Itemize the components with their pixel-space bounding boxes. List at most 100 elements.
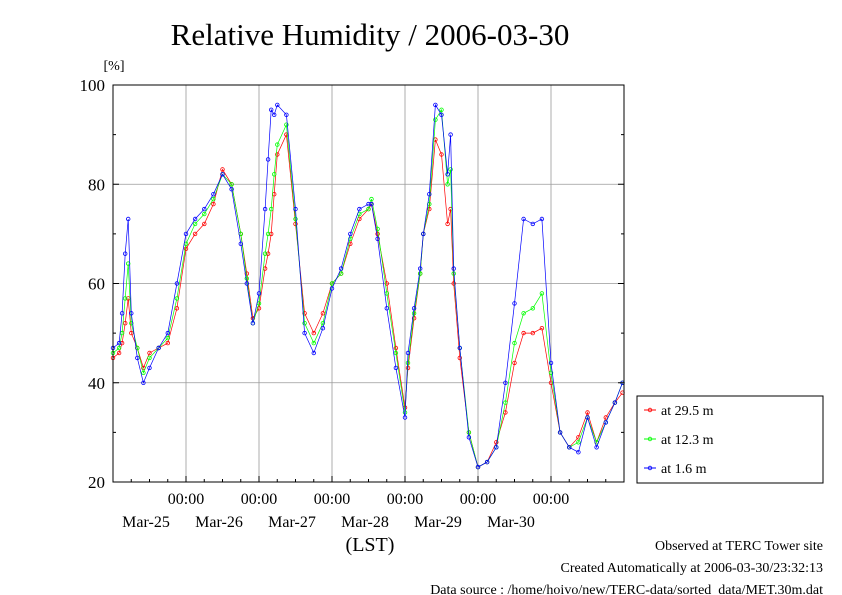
data-point bbox=[439, 107, 444, 112]
data-point bbox=[439, 112, 444, 117]
data-point bbox=[129, 311, 134, 316]
data-point bbox=[411, 311, 417, 316]
data-point bbox=[202, 211, 207, 217]
data-point bbox=[539, 291, 545, 296]
data-point bbox=[202, 206, 207, 212]
data-point bbox=[427, 206, 432, 212]
data-point bbox=[122, 296, 128, 301]
data-point bbox=[357, 206, 362, 212]
data-point bbox=[256, 291, 262, 296]
data-point bbox=[448, 132, 453, 137]
data-point bbox=[320, 326, 326, 331]
data-point bbox=[329, 286, 335, 291]
data-point bbox=[174, 306, 180, 311]
data-point bbox=[603, 420, 608, 425]
data-point bbox=[548, 360, 554, 366]
data-point bbox=[457, 345, 462, 351]
data-point bbox=[165, 330, 170, 336]
data-point bbox=[135, 345, 140, 351]
data-point bbox=[122, 321, 128, 326]
data-point bbox=[530, 306, 535, 311]
data-point bbox=[265, 231, 271, 237]
x-tick-time: 00:00 bbox=[387, 491, 423, 508]
data-point bbox=[338, 266, 344, 271]
data-point bbox=[612, 400, 618, 405]
data-point bbox=[445, 182, 450, 187]
data-point bbox=[451, 281, 456, 286]
data-point bbox=[275, 102, 280, 108]
data-point bbox=[603, 415, 608, 420]
data-point bbox=[494, 440, 499, 445]
data-point bbox=[244, 276, 249, 281]
data-point bbox=[411, 316, 417, 321]
data-point bbox=[348, 231, 353, 237]
data-point bbox=[585, 415, 590, 420]
x-tick-time: 00:00 bbox=[241, 491, 277, 508]
legend-marker bbox=[647, 436, 653, 442]
data-point bbox=[503, 380, 508, 385]
legend-label: at 12.3 m bbox=[661, 433, 714, 448]
data-point bbox=[567, 445, 572, 450]
data-point bbox=[421, 231, 426, 237]
data-point bbox=[311, 350, 316, 356]
legend-box bbox=[636, 395, 824, 484]
data-point bbox=[272, 172, 277, 177]
y-tick-label: 20 bbox=[88, 473, 105, 492]
data-point bbox=[265, 251, 271, 256]
data-point bbox=[262, 251, 268, 256]
data-point bbox=[393, 345, 399, 351]
data-point bbox=[129, 330, 134, 336]
data-point bbox=[211, 196, 216, 202]
x-tick-time: 00:00 bbox=[533, 491, 569, 508]
y-tick-label: 60 bbox=[88, 275, 105, 294]
data-point bbox=[250, 321, 256, 326]
series-layer bbox=[110, 102, 625, 470]
data-point bbox=[135, 355, 140, 361]
data-point bbox=[174, 296, 180, 301]
data-point bbox=[466, 435, 472, 440]
data-point bbox=[530, 221, 535, 227]
data-point bbox=[366, 201, 371, 207]
data-point bbox=[238, 241, 243, 246]
data-point bbox=[211, 201, 216, 207]
x-tick-time: 00:00 bbox=[168, 491, 204, 508]
data-point bbox=[418, 271, 423, 276]
legend-label: at 29.5 m bbox=[661, 404, 714, 419]
data-point bbox=[366, 206, 371, 212]
data-point bbox=[445, 221, 450, 227]
data-point bbox=[183, 246, 189, 251]
data-point bbox=[165, 340, 170, 346]
data-point bbox=[229, 182, 234, 187]
data-point bbox=[147, 355, 152, 361]
data-point bbox=[119, 311, 125, 316]
data-point bbox=[302, 321, 307, 326]
data-point bbox=[503, 400, 508, 405]
y-tick-label: 80 bbox=[88, 175, 105, 194]
legend-marker bbox=[647, 407, 653, 413]
series-2 bbox=[110, 102, 625, 470]
data-point bbox=[229, 186, 234, 192]
data-point bbox=[211, 191, 216, 197]
data-point bbox=[220, 172, 225, 177]
y-tick-label: 40 bbox=[88, 374, 105, 393]
data-point bbox=[165, 335, 170, 341]
data-point bbox=[141, 380, 146, 385]
footer-created: Created Automatically at 2006-03-30/23:3… bbox=[561, 561, 823, 576]
grid bbox=[113, 85, 624, 482]
data-point bbox=[445, 172, 450, 177]
data-point bbox=[384, 306, 389, 311]
data-point bbox=[512, 340, 517, 346]
series-line bbox=[112, 108, 623, 468]
data-point bbox=[156, 345, 161, 351]
data-point bbox=[338, 271, 344, 276]
footer-source: Data source : /home/hoivo/new/TERC-data/… bbox=[430, 583, 823, 595]
data-point bbox=[293, 216, 298, 222]
data-point bbox=[147, 365, 152, 371]
data-point bbox=[125, 216, 131, 222]
data-point bbox=[411, 306, 417, 311]
data-point bbox=[284, 112, 289, 117]
data-point bbox=[275, 152, 280, 157]
data-point bbox=[530, 330, 535, 336]
data-point bbox=[369, 201, 374, 207]
